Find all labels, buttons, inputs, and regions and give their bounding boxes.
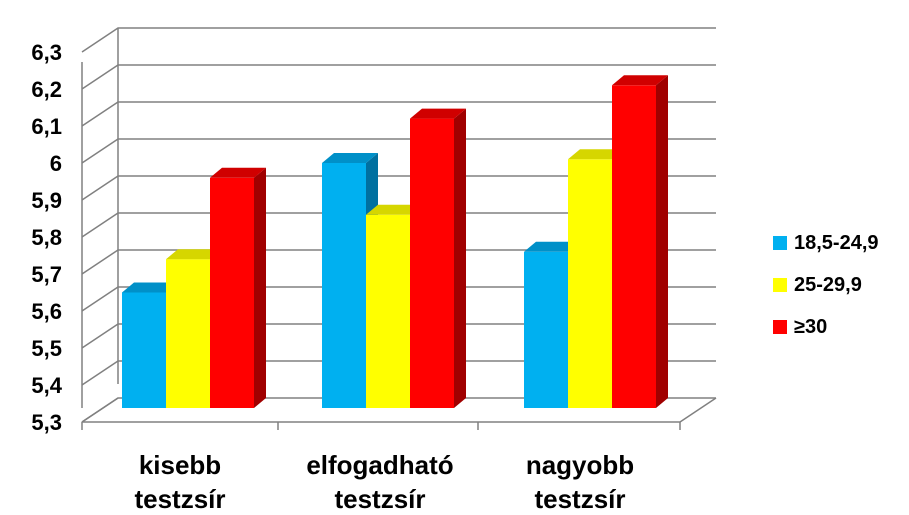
bar-front: [166, 259, 210, 408]
y-tick-label: 6,1: [31, 114, 62, 139]
y-tick-label: 5,9: [31, 188, 62, 213]
legend-swatch: [773, 278, 787, 292]
y-tick-label: 5,7: [31, 262, 62, 287]
gridlines: [81, 27, 716, 423]
x-category-label: elfogadható testzsír: [306, 450, 453, 514]
legend-item: ≥30: [773, 316, 827, 338]
bar-front: [366, 214, 410, 408]
bars: [122, 75, 668, 409]
bar-side: [656, 75, 668, 409]
x-category-label-line: testzsír: [534, 484, 625, 514]
bar-side: [454, 108, 466, 408]
bar-front: [322, 163, 366, 408]
bar-top: [210, 167, 266, 178]
gridline: [81, 212, 716, 238]
bar-top: [410, 108, 466, 119]
x-category-label-line: kisebb: [139, 450, 221, 480]
gridline: [81, 138, 716, 164]
gridline: [81, 286, 716, 312]
legend-item: 25-29,9: [773, 274, 862, 296]
bar-front: [410, 118, 454, 408]
bar-front: [612, 85, 656, 409]
bar-top: [322, 153, 378, 163]
y-tick-label: 5,4: [31, 373, 62, 398]
gridline: [81, 397, 716, 423]
gridline: [81, 175, 716, 201]
bar-top: [568, 149, 624, 160]
bar-top: [524, 241, 580, 252]
y-tick-label: 6: [50, 151, 62, 176]
x-category-label-line: testzsír: [134, 484, 225, 514]
legend-swatch: [773, 320, 787, 334]
bar-top: [166, 249, 222, 260]
gridline: [81, 360, 716, 386]
bar-top: [122, 282, 178, 293]
gridline: [81, 64, 716, 90]
y-tick-label: 5,5: [31, 336, 62, 361]
y-tick-label: 6,2: [31, 77, 62, 102]
x-category-label: nagyobb testzsír: [526, 450, 634, 514]
y-tick-label: 5,8: [31, 225, 62, 250]
y-tick-label: 5,6: [31, 299, 62, 324]
legend-label: ≥30: [794, 316, 827, 338]
bar-front: [122, 292, 166, 408]
gridline: [81, 27, 716, 53]
legend-item: 18,5-24,9: [773, 232, 879, 254]
legend-swatch: [773, 236, 787, 250]
y-axis-tick-labels: 5,3 5,4 5,5 5,6 5,7 5,8 5,9 6 6,1 6,2 6,3: [31, 40, 62, 435]
bar-side: [254, 167, 266, 408]
legend: 18,5-24,9 25-29,9 ≥30: [773, 232, 879, 338]
x-category-label-line: nagyobb: [526, 450, 634, 480]
x-category-label: kisebb testzsír: [134, 450, 225, 514]
bar: [210, 167, 266, 408]
bar-top: [612, 75, 668, 86]
y-tick-label: 5,3: [31, 410, 62, 435]
bar-front: [568, 159, 612, 408]
bar-top: [366, 204, 422, 215]
gridline: [81, 323, 716, 349]
gridline: [81, 101, 716, 127]
x-category-label-line: testzsír: [334, 484, 425, 514]
y-tick-label: 6,3: [31, 40, 62, 65]
bar-front: [210, 177, 254, 408]
legend-label: 18,5-24,9: [794, 232, 879, 254]
bar: [612, 75, 668, 409]
gridline: [81, 249, 716, 275]
x-category-label-line: elfogadható: [306, 450, 453, 480]
bar: [410, 108, 466, 408]
bar-front: [524, 251, 568, 408]
legend-label: 25-29,9: [794, 274, 862, 296]
